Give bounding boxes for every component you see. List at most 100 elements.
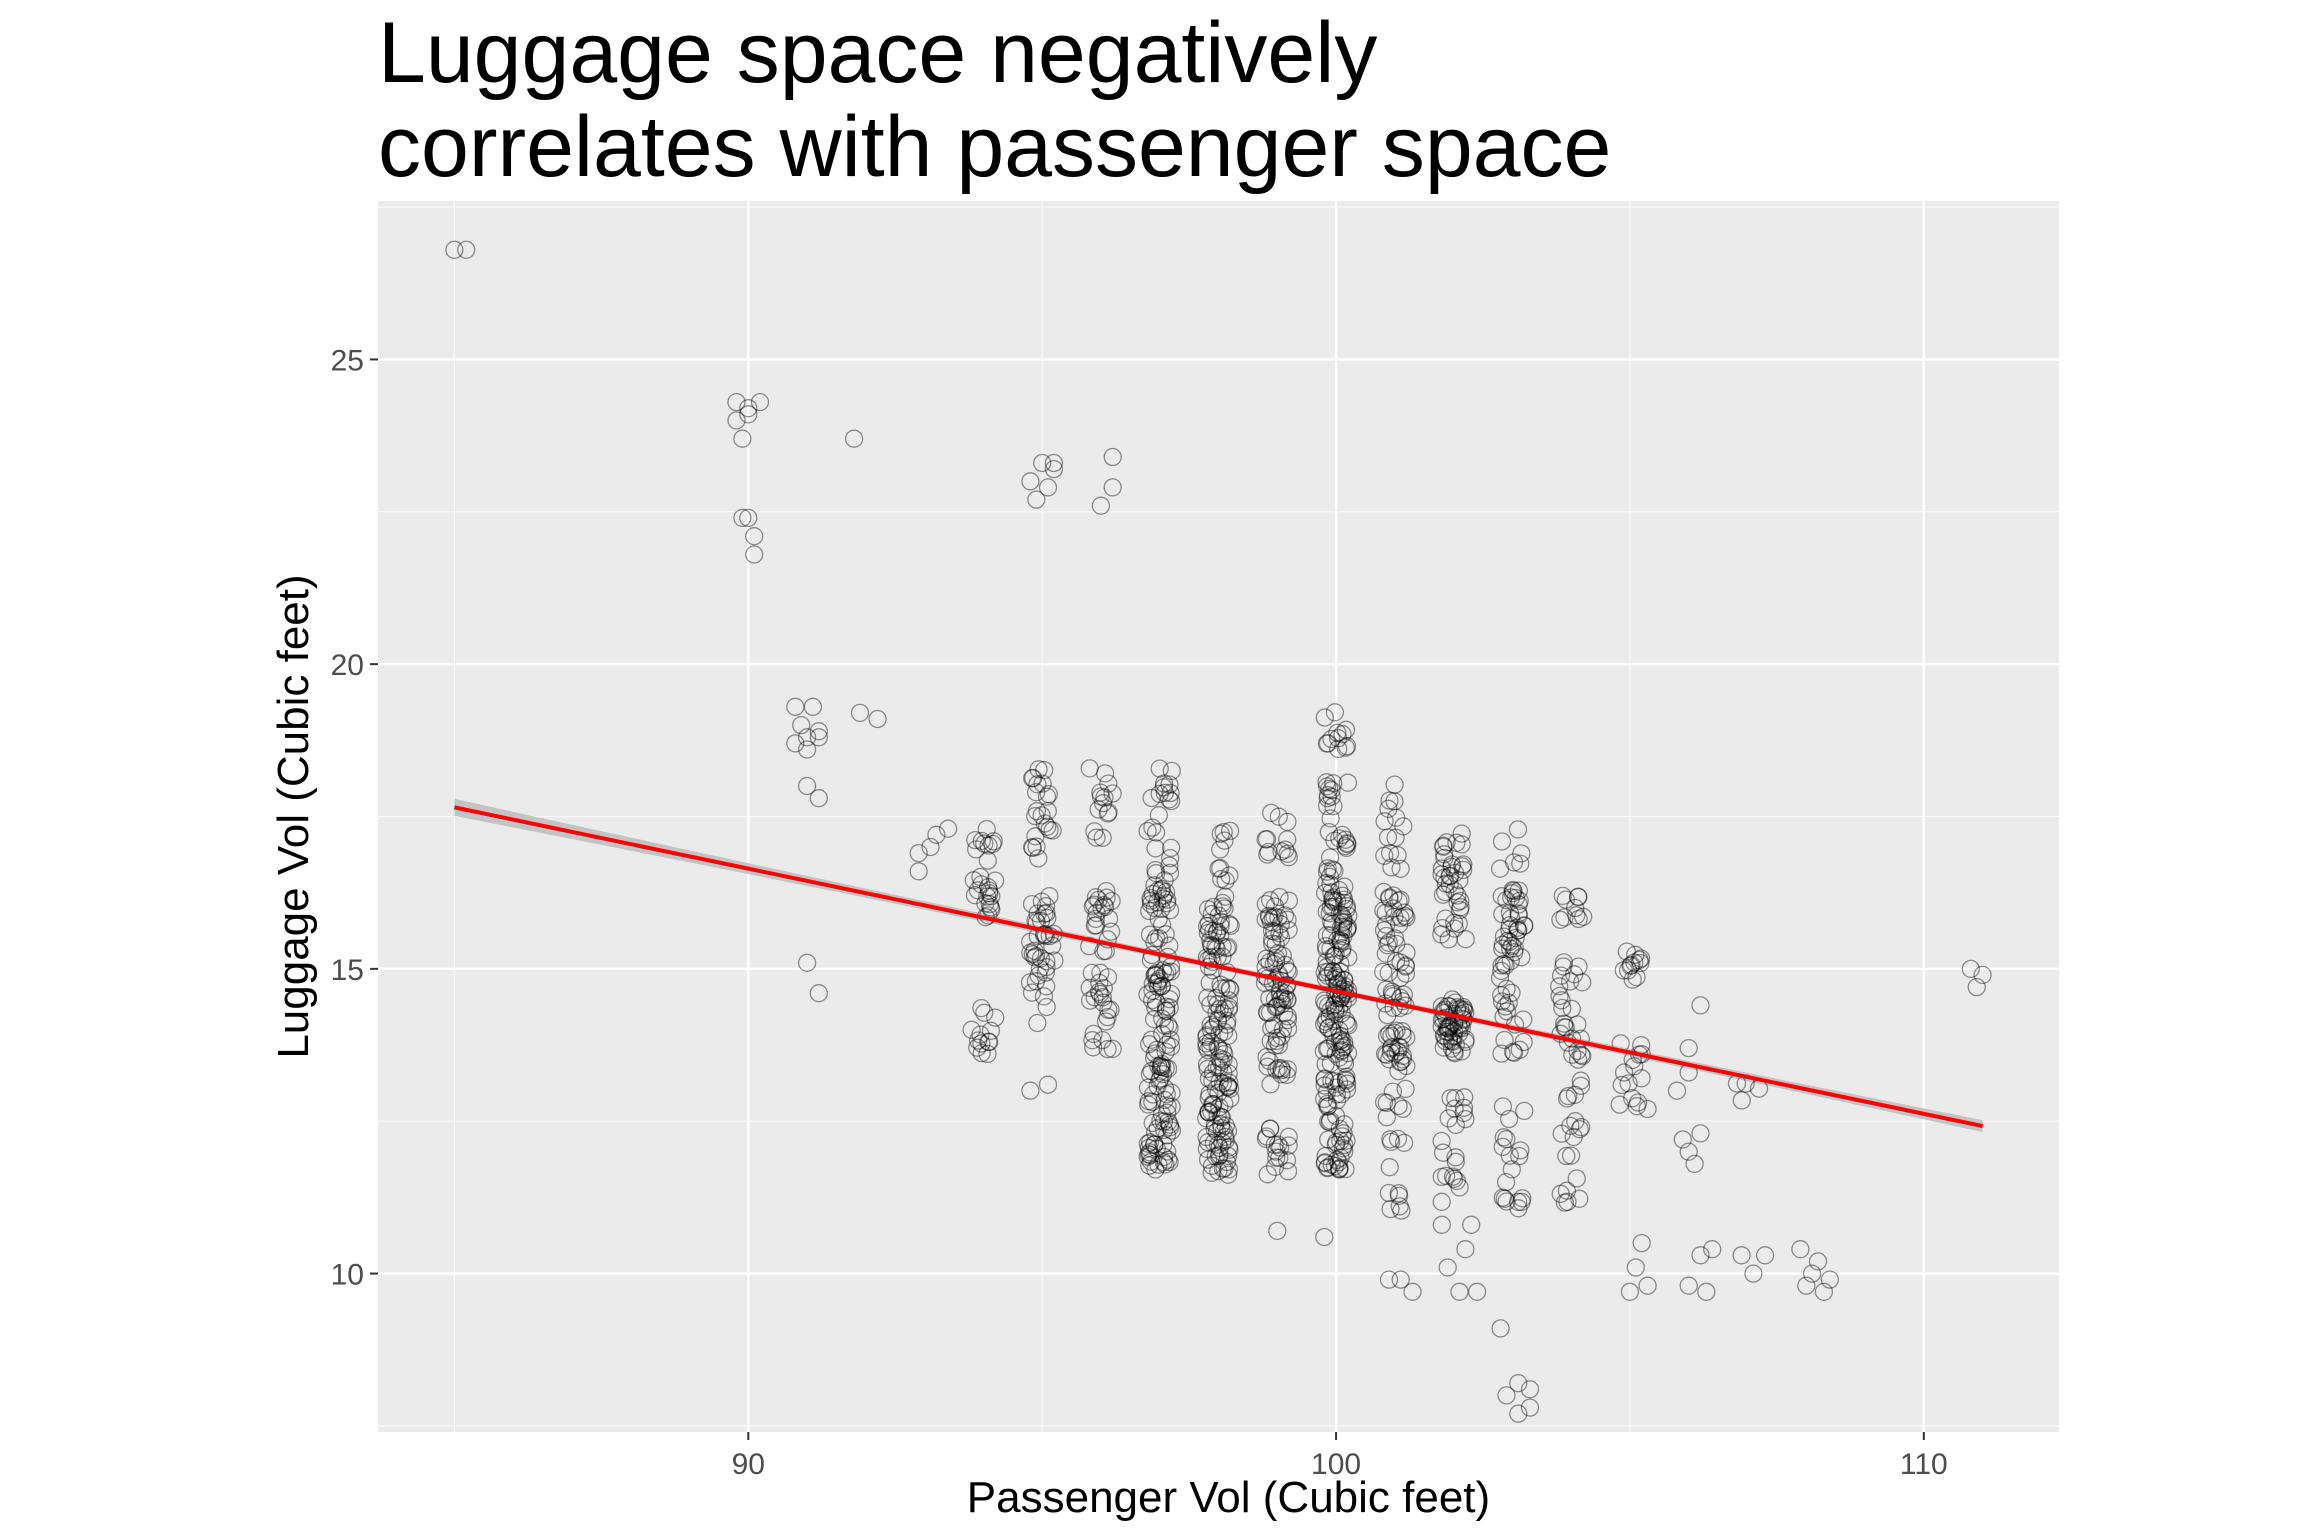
data-point	[1333, 825, 1352, 845]
data-point	[1391, 953, 1410, 972]
data-point	[967, 840, 986, 859]
data-point	[1337, 899, 1356, 919]
data-point	[809, 984, 828, 1003]
data-point	[1213, 937, 1232, 956]
data-point	[1322, 883, 1341, 902]
data-point	[1154, 1120, 1174, 1139]
data-point	[1215, 1159, 1234, 1178]
data-point	[1207, 1003, 1226, 1023]
data-point	[1161, 848, 1180, 868]
data-point	[1278, 1060, 1297, 1079]
y-tick-label: 15	[331, 954, 364, 987]
data-point	[1319, 1039, 1338, 1058]
data-point	[739, 405, 758, 424]
data-point	[1326, 1044, 1345, 1064]
data-point	[1032, 892, 1052, 911]
data-point	[1732, 1246, 1751, 1265]
data-point	[1197, 917, 1217, 936]
data-point	[1973, 965, 1992, 985]
data-point	[1209, 1039, 1229, 1058]
data-point	[1379, 1183, 1399, 1203]
data-point	[1209, 859, 1228, 878]
data-point	[809, 789, 828, 808]
data-point	[1317, 1039, 1337, 1058]
data-point	[1152, 1105, 1172, 1124]
data-point	[1435, 1027, 1454, 1046]
data-point	[1551, 966, 1571, 985]
data-point	[1082, 963, 1101, 983]
data-point	[1385, 929, 1405, 948]
data-point	[1440, 1017, 1459, 1036]
data-point	[1213, 1004, 1233, 1023]
data-point	[1456, 1240, 1475, 1259]
data-point	[1097, 881, 1116, 901]
data-point	[1382, 858, 1401, 877]
data-point	[1338, 1043, 1358, 1063]
data-point	[1375, 1044, 1395, 1064]
data-point	[1386, 951, 1406, 971]
data-point	[1211, 926, 1230, 945]
data-point	[1444, 1027, 1463, 1046]
data-point	[1434, 837, 1453, 856]
data-point	[1453, 857, 1472, 876]
trend-line-layer	[454, 805, 1983, 1129]
data-point	[1391, 1270, 1410, 1289]
data-point	[1317, 773, 1336, 792]
data-point	[1440, 866, 1459, 886]
data-point	[1279, 848, 1298, 867]
data-point	[1269, 807, 1288, 826]
data-point	[1337, 1014, 1357, 1034]
data-point	[975, 834, 994, 853]
data-point	[1330, 1119, 1349, 1139]
data-point	[1626, 1258, 1645, 1277]
data-point	[1509, 904, 1528, 923]
data-point	[1328, 723, 1347, 743]
data-point	[1435, 845, 1454, 864]
data-point	[1436, 1166, 1456, 1186]
data-point	[1509, 906, 1529, 925]
data-point	[1145, 1049, 1164, 1068]
data-point	[1020, 973, 1040, 992]
data-point	[797, 953, 817, 972]
data-point	[1083, 1031, 1102, 1050]
data-point	[1198, 1133, 1218, 1152]
data-point	[1139, 1092, 1158, 1111]
data-point	[1397, 908, 1416, 927]
data-point	[1279, 1127, 1298, 1147]
data-point	[1551, 910, 1570, 929]
data-point	[1434, 1038, 1453, 1057]
data-point	[1555, 1014, 1574, 1033]
data-point	[745, 527, 764, 546]
data-point	[1200, 973, 1219, 992]
data-point	[1040, 886, 1059, 906]
data-point	[1610, 1095, 1629, 1114]
data-point	[1155, 1090, 1174, 1110]
data-point	[1270, 985, 1289, 1004]
data-point	[1142, 788, 1161, 808]
data-point	[1493, 939, 1512, 958]
data-point	[1264, 954, 1283, 974]
data-point	[1260, 989, 1279, 1008]
data-point	[1333, 725, 1352, 744]
data-point	[1278, 1010, 1298, 1030]
data-point	[1389, 1037, 1408, 1056]
data-point	[1268, 1221, 1287, 1241]
data-point	[1147, 929, 1166, 948]
data-point	[1201, 935, 1221, 955]
data-point	[1143, 1085, 1163, 1104]
data-point	[1205, 1119, 1224, 1138]
data-point	[1497, 1002, 1517, 1021]
data-point	[1157, 1035, 1177, 1055]
data-point	[978, 1044, 997, 1064]
data-point	[1339, 948, 1358, 967]
data-point	[1552, 1124, 1571, 1143]
data-point	[727, 411, 746, 430]
data-point	[1442, 857, 1461, 876]
data-point	[1325, 703, 1345, 722]
data-point	[1378, 828, 1398, 847]
data-point	[1272, 1060, 1291, 1080]
data-point	[1146, 1160, 1165, 1179]
data-point	[1505, 943, 1524, 962]
data-point	[1086, 888, 1106, 907]
data-point	[1444, 1042, 1464, 1062]
